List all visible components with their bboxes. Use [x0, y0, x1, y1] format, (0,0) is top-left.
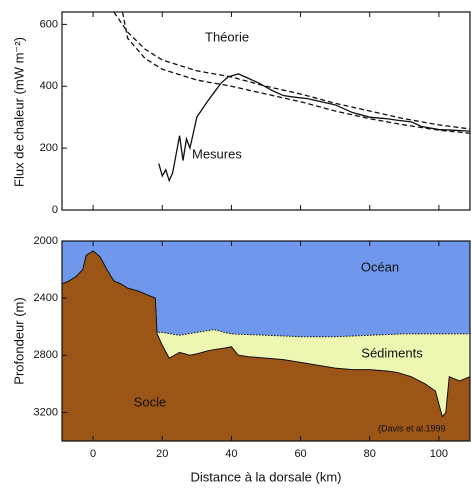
- x-axis-label: Distance à la dorsale (km): [191, 469, 342, 484]
- frame: [61, 11, 471, 211]
- x-tick-label: 0: [90, 448, 96, 460]
- y-tick-label: 600: [40, 18, 58, 30]
- x-tick-label: 80: [364, 448, 376, 460]
- plot-area: [113, 12, 470, 183]
- y-tick-label: 400: [40, 80, 58, 92]
- area-edge: [62, 250, 470, 418]
- x-tick-label: 60: [294, 448, 306, 460]
- y-tick-label: 2400: [34, 292, 58, 304]
- y-tick-label: 2000: [34, 235, 58, 247]
- annotation: Mesures: [192, 146, 242, 161]
- annotation: Océan: [361, 259, 399, 274]
- x-tick-label: 40: [225, 448, 237, 460]
- x-tick-label: 100: [430, 448, 448, 460]
- y-axis-label: Profondeur (m): [11, 297, 26, 384]
- annotation: Socle: [134, 394, 167, 409]
- area-edge: [155, 329, 470, 338]
- y-tick-label: 3200: [34, 406, 58, 418]
- y-tick-label: 0: [52, 204, 58, 216]
- line: [113, 12, 470, 130]
- line: [121, 12, 470, 134]
- frame: [61, 240, 471, 442]
- y-axis-label: Flux de chaleur (mW m⁻²): [11, 37, 26, 187]
- annotation: (Davis et al.1999: [378, 423, 446, 433]
- y-tick-label: 200: [40, 142, 58, 154]
- annotation: Sédiments: [361, 345, 423, 360]
- line: [158, 73, 470, 183]
- x-tick-label: 20: [156, 448, 168, 460]
- plot-area: [62, 241, 470, 441]
- annotation: Théorie: [205, 29, 249, 44]
- y-tick-label: 2800: [34, 349, 58, 361]
- area: [62, 251, 470, 441]
